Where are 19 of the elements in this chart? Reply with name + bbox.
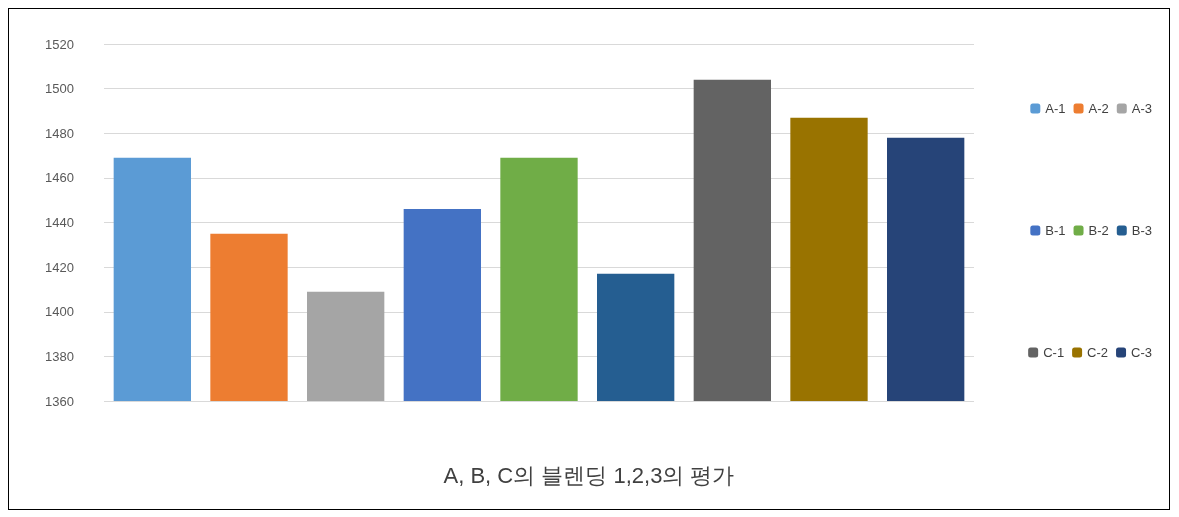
legend-label: B-3 xyxy=(1131,223,1152,238)
y-tick-label: 1380 xyxy=(45,348,74,364)
legend-label: C-3 xyxy=(1131,345,1153,360)
legend-label: A-1 xyxy=(1045,101,1066,116)
y-tick-label: 1460 xyxy=(45,170,74,186)
y-tick-label: 1440 xyxy=(45,215,74,230)
y-tick-label: 1400 xyxy=(45,304,74,320)
y-tick-label: 1520 xyxy=(45,36,74,52)
y-tick-label: 1420 xyxy=(45,259,74,275)
legend-label: B-2 xyxy=(1088,223,1109,238)
legend-label: C-2 xyxy=(1087,345,1109,360)
legend-label: C-1 xyxy=(1043,345,1065,360)
y-tick-label: 1360 xyxy=(45,393,74,409)
text: A, B, C의 블렌딩 1,2,3의 평가 xyxy=(443,462,735,488)
y-tick-label: 1500 xyxy=(45,81,74,97)
legend-label: A-2 xyxy=(1088,101,1109,116)
y-tick-label: 1480 xyxy=(45,125,74,141)
legend-label: A-3 xyxy=(1131,101,1152,116)
legend-label: B-1 xyxy=(1045,223,1066,238)
